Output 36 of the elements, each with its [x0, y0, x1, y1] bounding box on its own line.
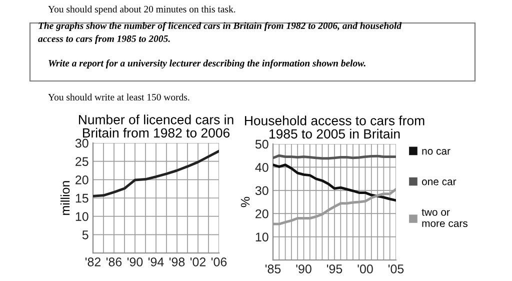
chart-title: Number of licenced cars in Britain from 1982 to 2006	[78, 114, 234, 138]
x-tick-label: '86	[106, 257, 122, 266]
x-tick-label: '94	[148, 257, 164, 266]
y-tick-label: 5	[82, 230, 88, 240]
legend-label: two or more cars	[422, 208, 468, 228]
y-tick-label: 15	[76, 194, 88, 203]
legend-label: one car	[422, 180, 456, 186]
x-tick-label: '06	[211, 257, 227, 266]
y-tick-label: 25	[76, 157, 88, 166]
x-tick-label: '98	[169, 257, 185, 266]
x-tick-label: '90	[296, 264, 312, 274]
y-tick-label: 20	[76, 175, 88, 184]
y-axis-title: million	[60, 181, 70, 215]
chart-title: Household access to cars from 1985 to 2005 in Britain	[245, 116, 424, 139]
line-series	[93, 150, 219, 198]
text: The graphs show the number of licenced cars in Britain from 1982 to 2006, and household access to cars from 1985 to 2005.	[38, 22, 402, 44]
y-tick-label: 30	[75, 138, 88, 148]
text: Write a report for a university lecturer describing the information shown below.	[48, 60, 366, 68]
legend-label: no car	[422, 149, 450, 155]
y-tick-label: 40	[255, 163, 268, 172]
text: You should write at least 150 words.	[48, 94, 190, 100]
y-axis-title: %	[240, 196, 250, 208]
x-tick-label: '02	[190, 257, 206, 266]
y-tick-label: 50	[255, 140, 268, 149]
y-tick-label: 20	[256, 209, 268, 218]
y-tick-label: 10	[256, 232, 268, 242]
x-tick-label: '05	[388, 264, 404, 274]
y-tick-label: 30	[255, 186, 268, 196]
x-tick-label: '82	[85, 257, 101, 266]
text: You should spend about 20 minutes on this task.	[48, 6, 236, 14]
y-tick-label: 10	[76, 212, 88, 221]
line-series	[273, 164, 396, 202]
x-tick-label: '85	[265, 264, 281, 274]
x-tick-label: '95	[326, 264, 342, 274]
x-tick-label: '00	[358, 264, 373, 274]
x-tick-label: '90	[127, 257, 143, 266]
